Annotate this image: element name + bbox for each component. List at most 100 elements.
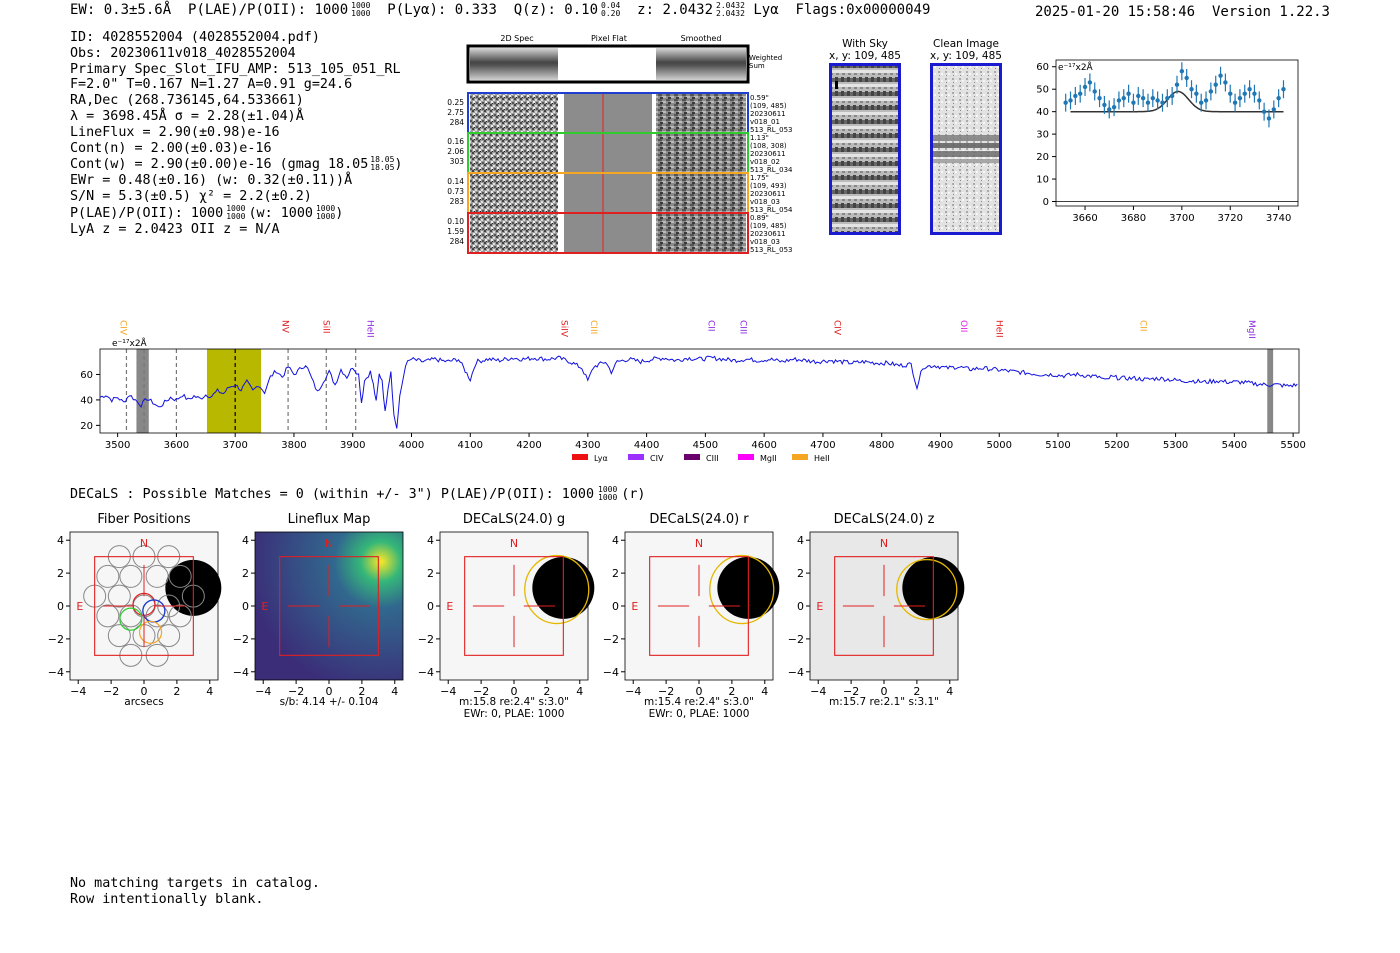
caption-line-1: m:15.8 re:2.4" s:3.0" [459,696,569,708]
north-label: N [140,537,148,550]
fiber-2dspec-cell [470,174,558,212]
spectrum-x-tick-label: 4200 [516,440,541,451]
spectral-line-marker: SiII [320,320,330,334]
panel-y-tick-label: 2 [242,567,249,580]
fit-data-point [1073,93,1078,99]
legend-label: CIV [650,454,664,463]
legend-swatch [738,454,754,460]
fit-data-point [1266,116,1272,121]
spectral-line-marker: MgII [1246,320,1256,339]
north-label: N [510,537,518,550]
spectrum-x-tick-label: 3600 [164,440,189,451]
fit-data-point [1213,82,1218,87]
info-sn: S/N = 5.3(±0.5) χ² = 2.2(±0.2) [70,188,312,204]
spectrum-y-tick-label: 20 [80,421,93,432]
east-label: E [76,600,83,613]
spectrum-x-tick-label: 4800 [869,440,894,451]
panel-x-tick-label: 2 [728,685,735,698]
fit-data-point [1063,100,1068,105]
panel-y-tick-label: −2 [788,633,804,646]
z-lo: 2.0432 [716,9,745,18]
info-lambda: λ = 3698.45Å σ = 2.28(±1.04)Å [70,108,304,124]
clean-image-title: Clean Image x, y: 109, 485 [921,38,1011,62]
version: Version 1.22.3 [1211,4,1330,20]
info-id: ID: 4028552004 (4028552004.pdf) [70,30,320,45]
legend-label: CIII [706,454,719,463]
panel-x-tick-label: 0 [326,685,333,698]
spectrum-x-tick-label: 5200 [1104,440,1129,451]
full-spectrum-chart: 3500 3600 3700 3800 3900 4000 4100 4200 4300 4400… [80,320,1306,463]
fiber-pixelflat-cell [564,134,652,172]
fiber-4-info-b: (109, 485) [750,222,787,230]
fiber-3-info: 1.75" (109, 493) 20230611 v018_03 513_RL_054 [750,174,793,214]
fiber-2-info-d: v018_02 [750,158,780,166]
fiber-circle [96,564,120,588]
legend-label: HeII [814,454,830,463]
spectrum-line [99,355,1298,429]
fit-x-tick-label: 3680 [1121,213,1146,224]
fiber-3-stats: 0.14 0.73 283 [447,177,464,207]
fiber-2dspec-cell [470,94,558,132]
spectral-line-marker: CII [1137,320,1147,332]
footer-line-2: Row intentionally blank. [70,891,264,907]
fit-data-point [1092,89,1097,94]
fit-x-tick-label: 3700 [1169,213,1194,224]
spec2d-col-smoothed: Smoothed [680,34,722,43]
fit-data-point [1237,95,1243,101]
spectral-line-marker: HeII [364,320,374,338]
fit-x-tick-label: 3740 [1266,213,1291,224]
panel-y-tick-label: 2 [797,567,804,580]
info-plae-text: P(LAE)/P(OII): 1000 [70,205,224,221]
panel-x-tick-label: 0 [141,685,148,698]
fit-data-point [1276,95,1281,101]
fiber-pixelflat-cell [564,214,652,252]
spectral-line-marker: CIV [832,320,842,336]
fit-data-point [1281,87,1286,92]
caption-line-1: arcsecs [124,696,164,708]
fiber-3-info-d: v018_03 [750,198,780,206]
panel-x-tick-label: −4 [440,685,456,698]
caption-line-1: s/b: 4.14 +/- 0.104 [279,696,379,708]
fiber-smoothed-cell [656,94,746,132]
fit-data-point [1102,102,1107,108]
east-label: E [446,600,453,613]
legend-swatch [628,454,644,460]
spectral-line-marker: HeII [993,320,1003,338]
spectral-line-marker: CIII [588,320,598,334]
fiber-1-info-e: 513_RL_053 [750,126,793,134]
fit-data-point [1078,91,1083,96]
image-panel-caption: arcsecs [60,696,228,708]
fit-data-point [1126,91,1131,96]
panel-y-tick-label: −2 [418,633,434,646]
panel-x-tick-label: 0 [511,685,518,698]
fit-data-point [1068,98,1073,103]
aperture-box [279,556,379,656]
info-contw-text: Cont(w) = 2.90(±0.00)e-16 (gmag 18.05 [70,157,369,173]
panel-x-tick-label: 4 [946,685,953,698]
fiber-4-info-e: 513_RL_053 [750,246,793,254]
fiber-circle [119,564,143,588]
fit-y-tick-label: 20 [1036,152,1049,163]
panel-x-tick-label: −2 [288,685,304,698]
spectral-line-marker: OII [958,320,968,332]
legend-swatch [684,454,700,460]
plae-hi: 1000 [351,1,371,10]
fit-data-point [1169,93,1175,99]
east-label: E [631,600,638,613]
footer-line-1: No matching targets in catalog. [70,876,320,891]
fit-data-point [1116,98,1122,103]
fiber-circle [107,584,131,608]
spectral-line-marker: NV [279,320,289,334]
fit-data-point [1199,100,1204,105]
clean-image-title-text: Clean Image [932,38,1000,50]
fiber-3-info-b: (109, 493) [750,182,787,190]
fit-y-tick-label: 30 [1036,130,1049,141]
fiber-smoothed-cell [656,174,746,212]
fiber-4-info-a: 0.89" [750,214,769,222]
spectrum-x-tick-label: 4900 [928,440,953,451]
spectrum-x-tick-label: 5300 [1163,440,1188,451]
fit-data-point [1136,93,1141,99]
fit-data-point [1121,95,1126,101]
caption-line-2: EWr: 0, PLAE: 1000 [648,708,750,720]
spectrum-y-tick-label: 60 [80,370,93,381]
